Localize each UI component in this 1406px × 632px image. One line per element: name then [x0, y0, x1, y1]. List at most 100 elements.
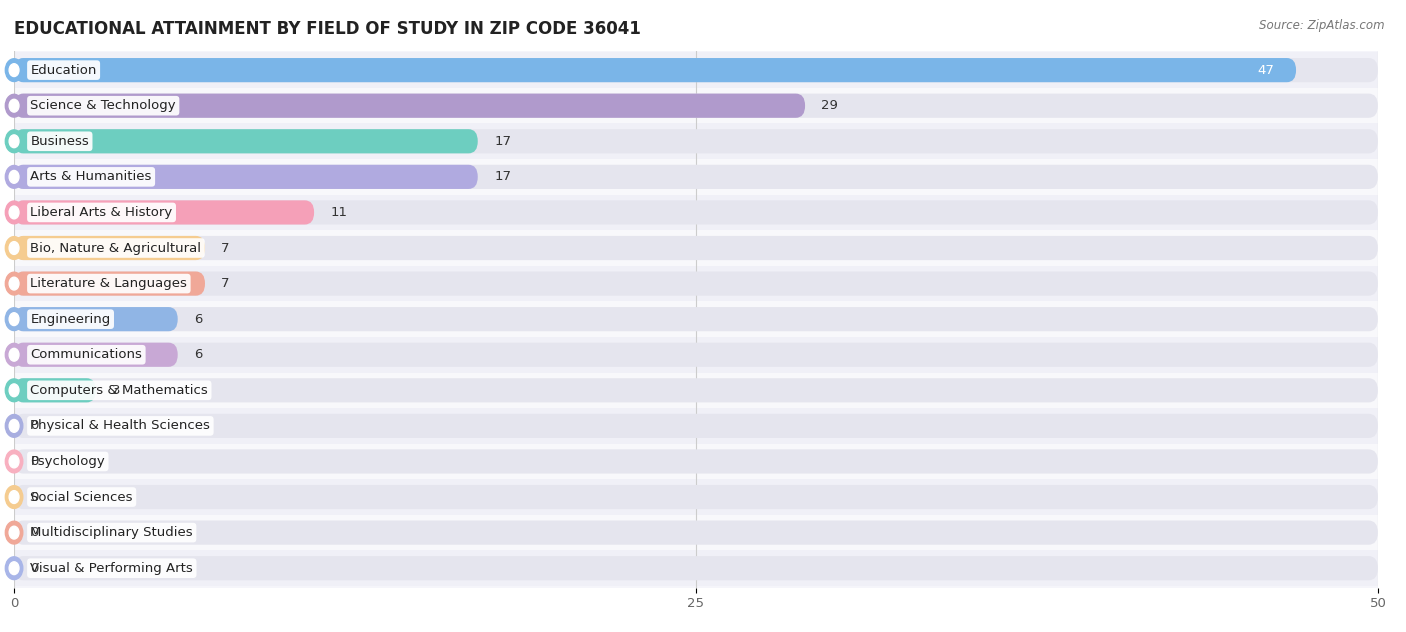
Bar — [0, 337, 1406, 372]
Circle shape — [10, 313, 18, 325]
FancyBboxPatch shape — [14, 165, 478, 189]
Circle shape — [10, 277, 18, 290]
FancyBboxPatch shape — [14, 307, 177, 331]
Circle shape — [6, 415, 22, 437]
Circle shape — [10, 384, 18, 397]
FancyBboxPatch shape — [14, 94, 1378, 118]
FancyBboxPatch shape — [14, 307, 1378, 331]
Text: Multidisciplinary Studies: Multidisciplinary Studies — [31, 526, 193, 539]
Circle shape — [6, 59, 22, 82]
Circle shape — [6, 236, 22, 259]
Bar — [0, 266, 1406, 301]
FancyBboxPatch shape — [14, 165, 1378, 189]
Bar — [0, 195, 1406, 230]
Text: 7: 7 — [221, 277, 229, 290]
Circle shape — [6, 521, 22, 544]
Text: Visual & Performing Arts: Visual & Performing Arts — [31, 562, 193, 574]
Circle shape — [6, 308, 22, 331]
Text: Communications: Communications — [31, 348, 142, 362]
Bar — [0, 123, 1406, 159]
FancyBboxPatch shape — [14, 236, 205, 260]
FancyBboxPatch shape — [14, 414, 1378, 438]
Text: 0: 0 — [31, 455, 39, 468]
Text: 6: 6 — [194, 348, 202, 362]
Text: Psychology: Psychology — [31, 455, 105, 468]
Circle shape — [6, 94, 22, 117]
Bar — [0, 408, 1406, 444]
Text: Social Sciences: Social Sciences — [31, 490, 134, 504]
Circle shape — [6, 379, 22, 402]
FancyBboxPatch shape — [14, 200, 314, 224]
Circle shape — [10, 135, 18, 148]
FancyBboxPatch shape — [14, 58, 1296, 82]
FancyBboxPatch shape — [14, 343, 1378, 367]
Text: 29: 29 — [821, 99, 838, 112]
Circle shape — [6, 450, 22, 473]
FancyBboxPatch shape — [14, 556, 1378, 580]
FancyBboxPatch shape — [14, 378, 96, 403]
Text: 47: 47 — [1257, 64, 1274, 76]
Circle shape — [10, 455, 18, 468]
Bar — [0, 444, 1406, 479]
Text: 0: 0 — [31, 420, 39, 432]
Text: 17: 17 — [494, 171, 512, 183]
Circle shape — [10, 526, 18, 539]
FancyBboxPatch shape — [14, 378, 1378, 403]
FancyBboxPatch shape — [14, 485, 1378, 509]
Bar — [0, 372, 1406, 408]
Circle shape — [6, 166, 22, 188]
Circle shape — [6, 343, 22, 366]
Circle shape — [10, 241, 18, 255]
FancyBboxPatch shape — [14, 236, 1378, 260]
Circle shape — [10, 99, 18, 112]
FancyBboxPatch shape — [14, 129, 1378, 154]
Text: 6: 6 — [194, 313, 202, 325]
FancyBboxPatch shape — [14, 449, 1378, 473]
Text: Literature & Languages: Literature & Languages — [31, 277, 187, 290]
FancyBboxPatch shape — [14, 521, 1378, 545]
Text: Source: ZipAtlas.com: Source: ZipAtlas.com — [1260, 19, 1385, 32]
Text: Science & Technology: Science & Technology — [31, 99, 176, 112]
Text: Business: Business — [31, 135, 89, 148]
Circle shape — [10, 490, 18, 504]
Circle shape — [6, 557, 22, 580]
Text: 0: 0 — [31, 562, 39, 574]
Text: 3: 3 — [112, 384, 121, 397]
Circle shape — [10, 171, 18, 183]
Bar — [0, 550, 1406, 586]
Circle shape — [10, 206, 18, 219]
Text: Liberal Arts & History: Liberal Arts & History — [31, 206, 173, 219]
FancyBboxPatch shape — [14, 58, 1378, 82]
Bar — [0, 479, 1406, 515]
Bar — [0, 52, 1406, 88]
FancyBboxPatch shape — [14, 272, 1378, 296]
Text: Engineering: Engineering — [31, 313, 111, 325]
Text: Bio, Nature & Agricultural: Bio, Nature & Agricultural — [31, 241, 201, 255]
Circle shape — [10, 420, 18, 432]
Text: EDUCATIONAL ATTAINMENT BY FIELD OF STUDY IN ZIP CODE 36041: EDUCATIONAL ATTAINMENT BY FIELD OF STUDY… — [14, 20, 641, 38]
Text: 0: 0 — [31, 526, 39, 539]
FancyBboxPatch shape — [14, 129, 478, 154]
Circle shape — [6, 130, 22, 153]
FancyBboxPatch shape — [14, 94, 806, 118]
Circle shape — [10, 64, 18, 76]
Circle shape — [10, 562, 18, 574]
FancyBboxPatch shape — [14, 343, 177, 367]
Bar — [0, 88, 1406, 123]
Text: Arts & Humanities: Arts & Humanities — [31, 171, 152, 183]
FancyBboxPatch shape — [14, 272, 205, 296]
Circle shape — [10, 348, 18, 361]
Bar — [0, 301, 1406, 337]
Bar — [0, 515, 1406, 550]
Bar — [0, 230, 1406, 266]
Circle shape — [6, 272, 22, 295]
FancyBboxPatch shape — [14, 200, 1378, 224]
Text: Computers & Mathematics: Computers & Mathematics — [31, 384, 208, 397]
Text: Physical & Health Sciences: Physical & Health Sciences — [31, 420, 211, 432]
Text: 0: 0 — [31, 490, 39, 504]
Circle shape — [6, 485, 22, 508]
Bar — [0, 159, 1406, 195]
Text: 7: 7 — [221, 241, 229, 255]
Text: 11: 11 — [330, 206, 347, 219]
Text: Education: Education — [31, 64, 97, 76]
